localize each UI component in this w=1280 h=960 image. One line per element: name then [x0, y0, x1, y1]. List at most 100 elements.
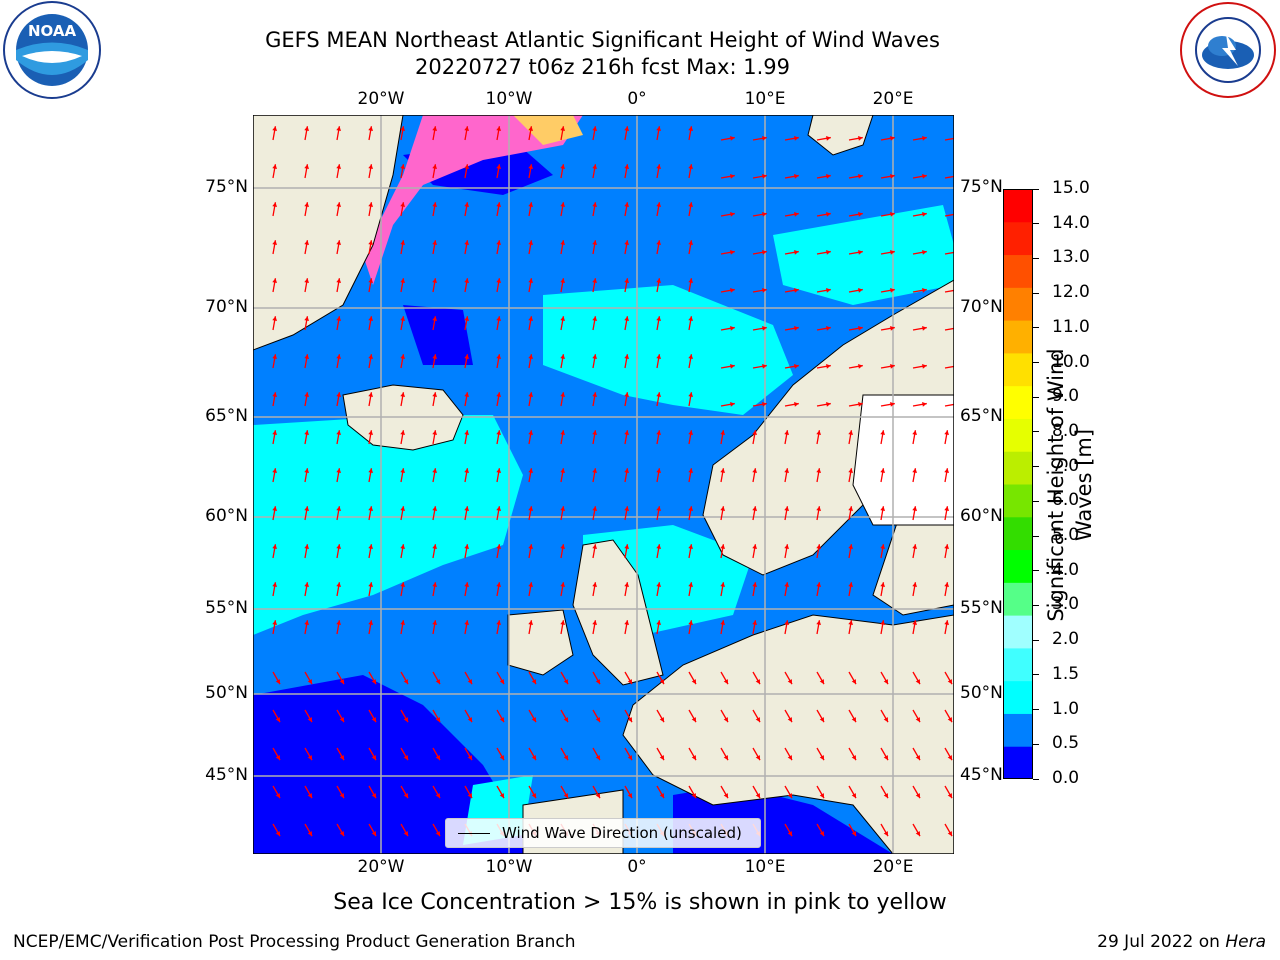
wave-direction-arrowhead [691, 679, 696, 685]
wave-direction-arrowhead [272, 544, 278, 549]
wave-direction-arrowhead [915, 679, 920, 685]
wave-direction-arrowhead [883, 755, 888, 761]
wave-direction-arrowhead [400, 468, 406, 473]
wave-direction-arrowhead [922, 325, 927, 331]
wave-direction-arrowhead [784, 620, 790, 625]
wave-direction-arrowhead [720, 468, 726, 473]
wave-direction-arrowhead [464, 392, 470, 397]
wave-direction-arrowhead [784, 506, 790, 511]
wave-direction-arrowhead [304, 202, 310, 207]
wave-direction-arrowhead [432, 392, 438, 397]
wave-direction-arrowhead [656, 354, 662, 359]
wave-direction-arrowhead [595, 717, 600, 723]
wave-direction-arrowhead [915, 793, 920, 799]
colorbar-swatch [1003, 352, 1033, 387]
colorbar-swatch [1003, 549, 1033, 583]
wave-direction-arrowhead [624, 468, 630, 473]
wave-direction-arrowhead [400, 392, 406, 397]
wave-direction-arrowhead [752, 468, 758, 473]
wave-direction-arrowhead [944, 582, 950, 587]
colorbar-tick-mark [1033, 743, 1039, 745]
wave-direction-arrowhead [272, 430, 278, 435]
wave-direction-arrowhead [371, 831, 376, 837]
wave-direction-arrowhead [307, 831, 312, 837]
wave-direction-arrowhead [826, 401, 831, 407]
wave-direction-arrowhead [496, 164, 502, 169]
noaa-logo: NOAA [2, 0, 102, 100]
wave-direction-arrowhead [272, 582, 278, 587]
nws-logo [1178, 0, 1278, 100]
wave-direction-arrowhead [560, 506, 566, 511]
wave-direction-arrowhead [688, 392, 694, 397]
wave-direction-arrowhead [858, 287, 863, 293]
colorbar-tick-mark [1033, 535, 1039, 537]
wave-direction-arrowhead [944, 430, 950, 435]
wave-direction-arrowhead [915, 831, 920, 837]
wave-direction-arrowhead [730, 135, 735, 141]
wave-direction-arrowhead [400, 506, 406, 511]
sea-ice-dense [513, 115, 583, 145]
wave-direction-arrowhead [368, 430, 374, 435]
map-legend: Wind Wave Direction (unscaled) [445, 818, 761, 848]
colorbar-tick-mark [1033, 327, 1039, 329]
wave-direction-arrowhead [368, 392, 374, 397]
wave-direction-arrowhead [656, 240, 662, 245]
wave-direction-arrowhead [826, 211, 831, 217]
wave-direction-arrowhead [656, 392, 662, 397]
wave-direction-arrowhead [858, 135, 863, 141]
wave-direction-arrowhead [272, 240, 278, 245]
wave-direction-arrowhead [890, 135, 895, 141]
legend-line-swatch [458, 832, 490, 834]
wave-direction-arrowhead [826, 325, 831, 331]
wave-direction-arrowhead [659, 755, 664, 761]
wave-direction-arrowhead [528, 126, 534, 131]
wave-direction-arrowhead [499, 679, 504, 685]
wave-direction-arrowhead [624, 506, 630, 511]
wave-direction-arrowhead [432, 240, 438, 245]
wave-direction-arrowhead [464, 240, 470, 245]
wave-direction-arrowhead [336, 240, 342, 245]
wave-direction-arrowhead [432, 544, 438, 549]
wave-direction-arrowhead [656, 544, 662, 549]
wave-direction-arrowhead [336, 620, 342, 625]
wave-direction-arrowhead [368, 126, 374, 131]
colorbar-tick-mark [1033, 778, 1039, 780]
colorbar-tick-mark [1033, 674, 1039, 676]
wave-direction-arrowhead [496, 354, 502, 359]
wave-direction-arrowhead [912, 468, 918, 473]
wave-direction-arrowhead [819, 679, 824, 685]
wave-direction-arrowhead [432, 506, 438, 511]
wave-direction-arrowhead [762, 363, 767, 369]
wave-direction-arrowhead [762, 325, 767, 331]
wave-direction-arrowhead [371, 717, 376, 723]
wave-direction-arrowhead [371, 755, 376, 761]
wave-direction-arrowhead [826, 173, 831, 179]
map-gridlines [253, 115, 954, 854]
legend-label: Wind Wave Direction (unscaled) [502, 824, 742, 842]
wave-direction-arrowhead [848, 582, 854, 587]
wave-direction-arrowhead [816, 544, 822, 549]
wave-direction-arrowhead [560, 240, 566, 245]
lon-label-top-10w: 10°W [485, 89, 533, 109]
wave-direction-arrowhead [304, 240, 310, 245]
wave-direction-arrowhead [435, 793, 440, 799]
wave-direction-arrowhead [560, 278, 566, 283]
wave-direction-arrowhead [304, 316, 310, 321]
wave-direction-arrowhead [755, 793, 760, 799]
colorbar-tick-label: 5.0 [1052, 525, 1080, 546]
wave-direction-arrowhead [528, 202, 534, 207]
colorbar-swatches [1003, 189, 1033, 780]
wave-direction-arrowhead [368, 240, 374, 245]
wave-direction-arrowhead [560, 164, 566, 169]
wave-direction-arrowhead [592, 506, 598, 511]
wave-direction-arrowhead [890, 173, 895, 179]
wave-direction-arrowhead [595, 755, 600, 761]
wave-direction-arrowhead [403, 755, 408, 761]
wave-direction-arrowhead [691, 717, 696, 723]
wave-direction-arrowhead [944, 506, 950, 511]
wave-direction-arrowhead [432, 354, 438, 359]
wave-direction-arrowhead [816, 430, 822, 435]
wave-direction-arrowhead [627, 793, 632, 799]
wave-direction-arrowhead [947, 793, 952, 799]
wave-direction-arrowhead [304, 468, 310, 473]
